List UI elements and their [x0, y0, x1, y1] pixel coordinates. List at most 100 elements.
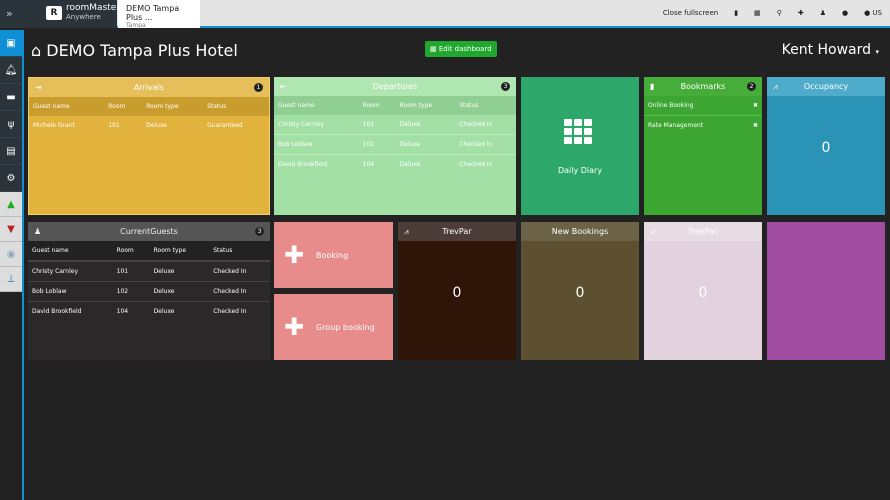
sidebar-pin-icon[interactable]: ⊥: [0, 267, 22, 292]
bookmark-icon[interactable]: ▮: [734, 9, 739, 17]
arrivals-header: ⇥ Arrivals 1: [29, 78, 269, 97]
remove-icon[interactable]: ✖: [752, 122, 758, 129]
bookmark-icon: ▮: [650, 82, 655, 91]
new-bookings-header: New Bookings: [521, 222, 639, 241]
room: 101: [362, 121, 375, 128]
table-row[interactable]: David Brookfield 104 Deluxe Checked In: [274, 155, 516, 175]
home-icon: ⌂: [31, 41, 47, 60]
col-room-type: Room type: [146, 103, 179, 110]
sidebar-bell-icon[interactable]: 🔔︎: [0, 57, 22, 84]
arrivals-count: 1: [254, 83, 263, 92]
col-room-type: Room type: [153, 247, 187, 254]
remove-icon[interactable]: ✖: [752, 102, 758, 109]
new-bookings-value: 0: [575, 285, 585, 301]
logo[interactable]: R roomMaster Anywhere: [46, 4, 120, 21]
caret-down-icon: ▾: [875, 48, 879, 56]
sidebar-thumbs-down-icon[interactable]: ▼: [0, 217, 22, 242]
col-room-type: Room type: [399, 102, 433, 109]
col-room: Room: [362, 102, 380, 109]
sidebar-cutlery-icon[interactable]: ψ: [0, 111, 22, 138]
edit-dashboard-label: Edit dashboard: [438, 45, 492, 53]
grid-icon[interactable]: ▦: [754, 9, 761, 17]
trevpar-value: 0: [452, 285, 462, 301]
close-fullscreen-link[interactable]: Close fullscreen: [662, 9, 719, 17]
departures-header: ⇤ Departures 3: [274, 77, 516, 96]
sidebar-circle-arrow-icon[interactable]: ◉: [0, 242, 22, 267]
departures-widget: ⇤ Departures 3 Guest name Room Room type Stat…: [274, 77, 516, 215]
sidebar-thumbs-up-icon[interactable]: ▲: [0, 192, 22, 217]
sign-out-icon: ⇤: [280, 82, 287, 91]
guest-name: David Brookfield: [278, 161, 328, 168]
trevpar-widget: ⩘ TrevPar 0: [398, 222, 516, 360]
help-icon[interactable]: ●: [841, 9, 849, 17]
search-icon[interactable]: ⚲: [776, 9, 782, 17]
guest-name: David Brookfield: [32, 308, 82, 315]
sidebar-gear-icon[interactable]: ⚙: [0, 165, 22, 192]
trevpac-widget: ⩘ TrevPac 0: [644, 222, 762, 360]
occupancy-title: Occupancy: [803, 82, 849, 91]
edit-dashboard-button[interactable]: ▦ Edit dashboard: [425, 41, 497, 57]
bookmark-label: Rate Management: [648, 122, 704, 129]
tab-title: DEMO Tampa Plus ...: [126, 4, 180, 22]
room: 102: [116, 288, 129, 295]
table-row[interactable]: Bob Loblaw 102 Deluxe Checked In: [28, 282, 270, 302]
tab-subtitle: Tampa: [126, 22, 146, 29]
status: Checked In: [213, 268, 247, 275]
col-room: Room: [108, 103, 126, 110]
user-name: Kent Howard: [781, 42, 872, 58]
expand-sidebar-icon[interactable]: »: [6, 7, 13, 20]
sidebar-briefcase-icon[interactable]: ▤: [0, 138, 22, 165]
status: Checked In: [459, 141, 493, 148]
language-label: US: [872, 9, 882, 17]
arrivals-table: Guest name Room Room type Status Michele Gr…: [29, 97, 269, 135]
brand-area: » R roomMaster Anywhere: [0, 0, 120, 28]
bookmark-item[interactable]: Online Booking ✖: [644, 96, 762, 116]
group-booking-button[interactable]: ✚ Group booking: [274, 294, 393, 360]
user-icon[interactable]: ♟: [819, 9, 826, 17]
language-selector[interactable]: ● US: [864, 9, 882, 17]
col-room: Room: [116, 247, 134, 254]
plus-icon: ✚: [284, 241, 305, 269]
chart-icon: ⩘: [773, 81, 778, 91]
bookmarks-count: 2: [747, 82, 756, 91]
sign-in-icon: ⇥: [35, 83, 42, 92]
booking-button[interactable]: ✚ Booking: [274, 222, 393, 288]
table-row[interactable]: David Brookfield 104 Deluxe Checked In: [28, 302, 270, 322]
status: Checked In: [213, 308, 247, 315]
occupancy-widget: ⩘ Occupancy 0: [767, 77, 885, 215]
current-guests-count: 3: [255, 227, 264, 236]
bookmark-item[interactable]: Rate Management ✖: [644, 116, 762, 135]
col-status: Status: [459, 102, 479, 109]
table-row[interactable]: Christy Carnley 101 Deluxe Checked In: [274, 115, 516, 135]
current-guests-widget: ♟ CurrentGuests 3 Guest name Room Room type S…: [28, 222, 270, 360]
daily-diary-tile[interactable]: Daily Diary: [521, 77, 639, 215]
sidebar-bed-icon[interactable]: ▬: [0, 84, 22, 111]
trevpac-value: 0: [698, 285, 708, 301]
purple-widget: [767, 222, 885, 360]
guest-name: Bob Loblaw: [32, 288, 67, 295]
current-guests-title: CurrentGuests: [120, 227, 178, 236]
room-type: Deluxe: [153, 288, 175, 295]
plus-icon[interactable]: ✚: [797, 9, 804, 17]
table-row[interactable]: Bob Loblaw 102 Deluxe Checked In: [274, 135, 516, 155]
logo-subtext: Anywhere: [66, 13, 101, 21]
plus-icon: ✚: [284, 313, 305, 341]
globe-icon: ●: [864, 9, 873, 17]
hotel-tab[interactable]: DEMO Tampa Plus ... Tampa: [118, 0, 200, 29]
status: Checked In: [459, 161, 493, 168]
status: Checked In: [459, 121, 493, 128]
table-row[interactable]: Michele Grant 101 Deluxe Guaranteed: [29, 116, 269, 135]
sidebar-calendar-icon[interactable]: ▣: [0, 30, 22, 57]
status: Guaranteed: [207, 122, 243, 129]
room: 101: [116, 268, 129, 275]
col-guest: Guest name: [33, 103, 70, 110]
table-row[interactable]: Christy Carnley 101 Deluxe Checked In: [28, 261, 270, 282]
room-type: Deluxe: [153, 308, 175, 315]
chart-icon: ⩘: [404, 226, 409, 236]
col-guest: Guest name: [32, 247, 69, 254]
user-menu[interactable]: Kent Howard ▾: [782, 42, 879, 58]
group-booking-label: Group booking: [316, 322, 375, 332]
bookmarks-widget: ▮ Bookmarks 2 Online Booking ✖ Rate Managem…: [644, 77, 762, 215]
col-status: Status: [213, 247, 233, 254]
trevpar-title: TrevPar: [442, 227, 472, 236]
